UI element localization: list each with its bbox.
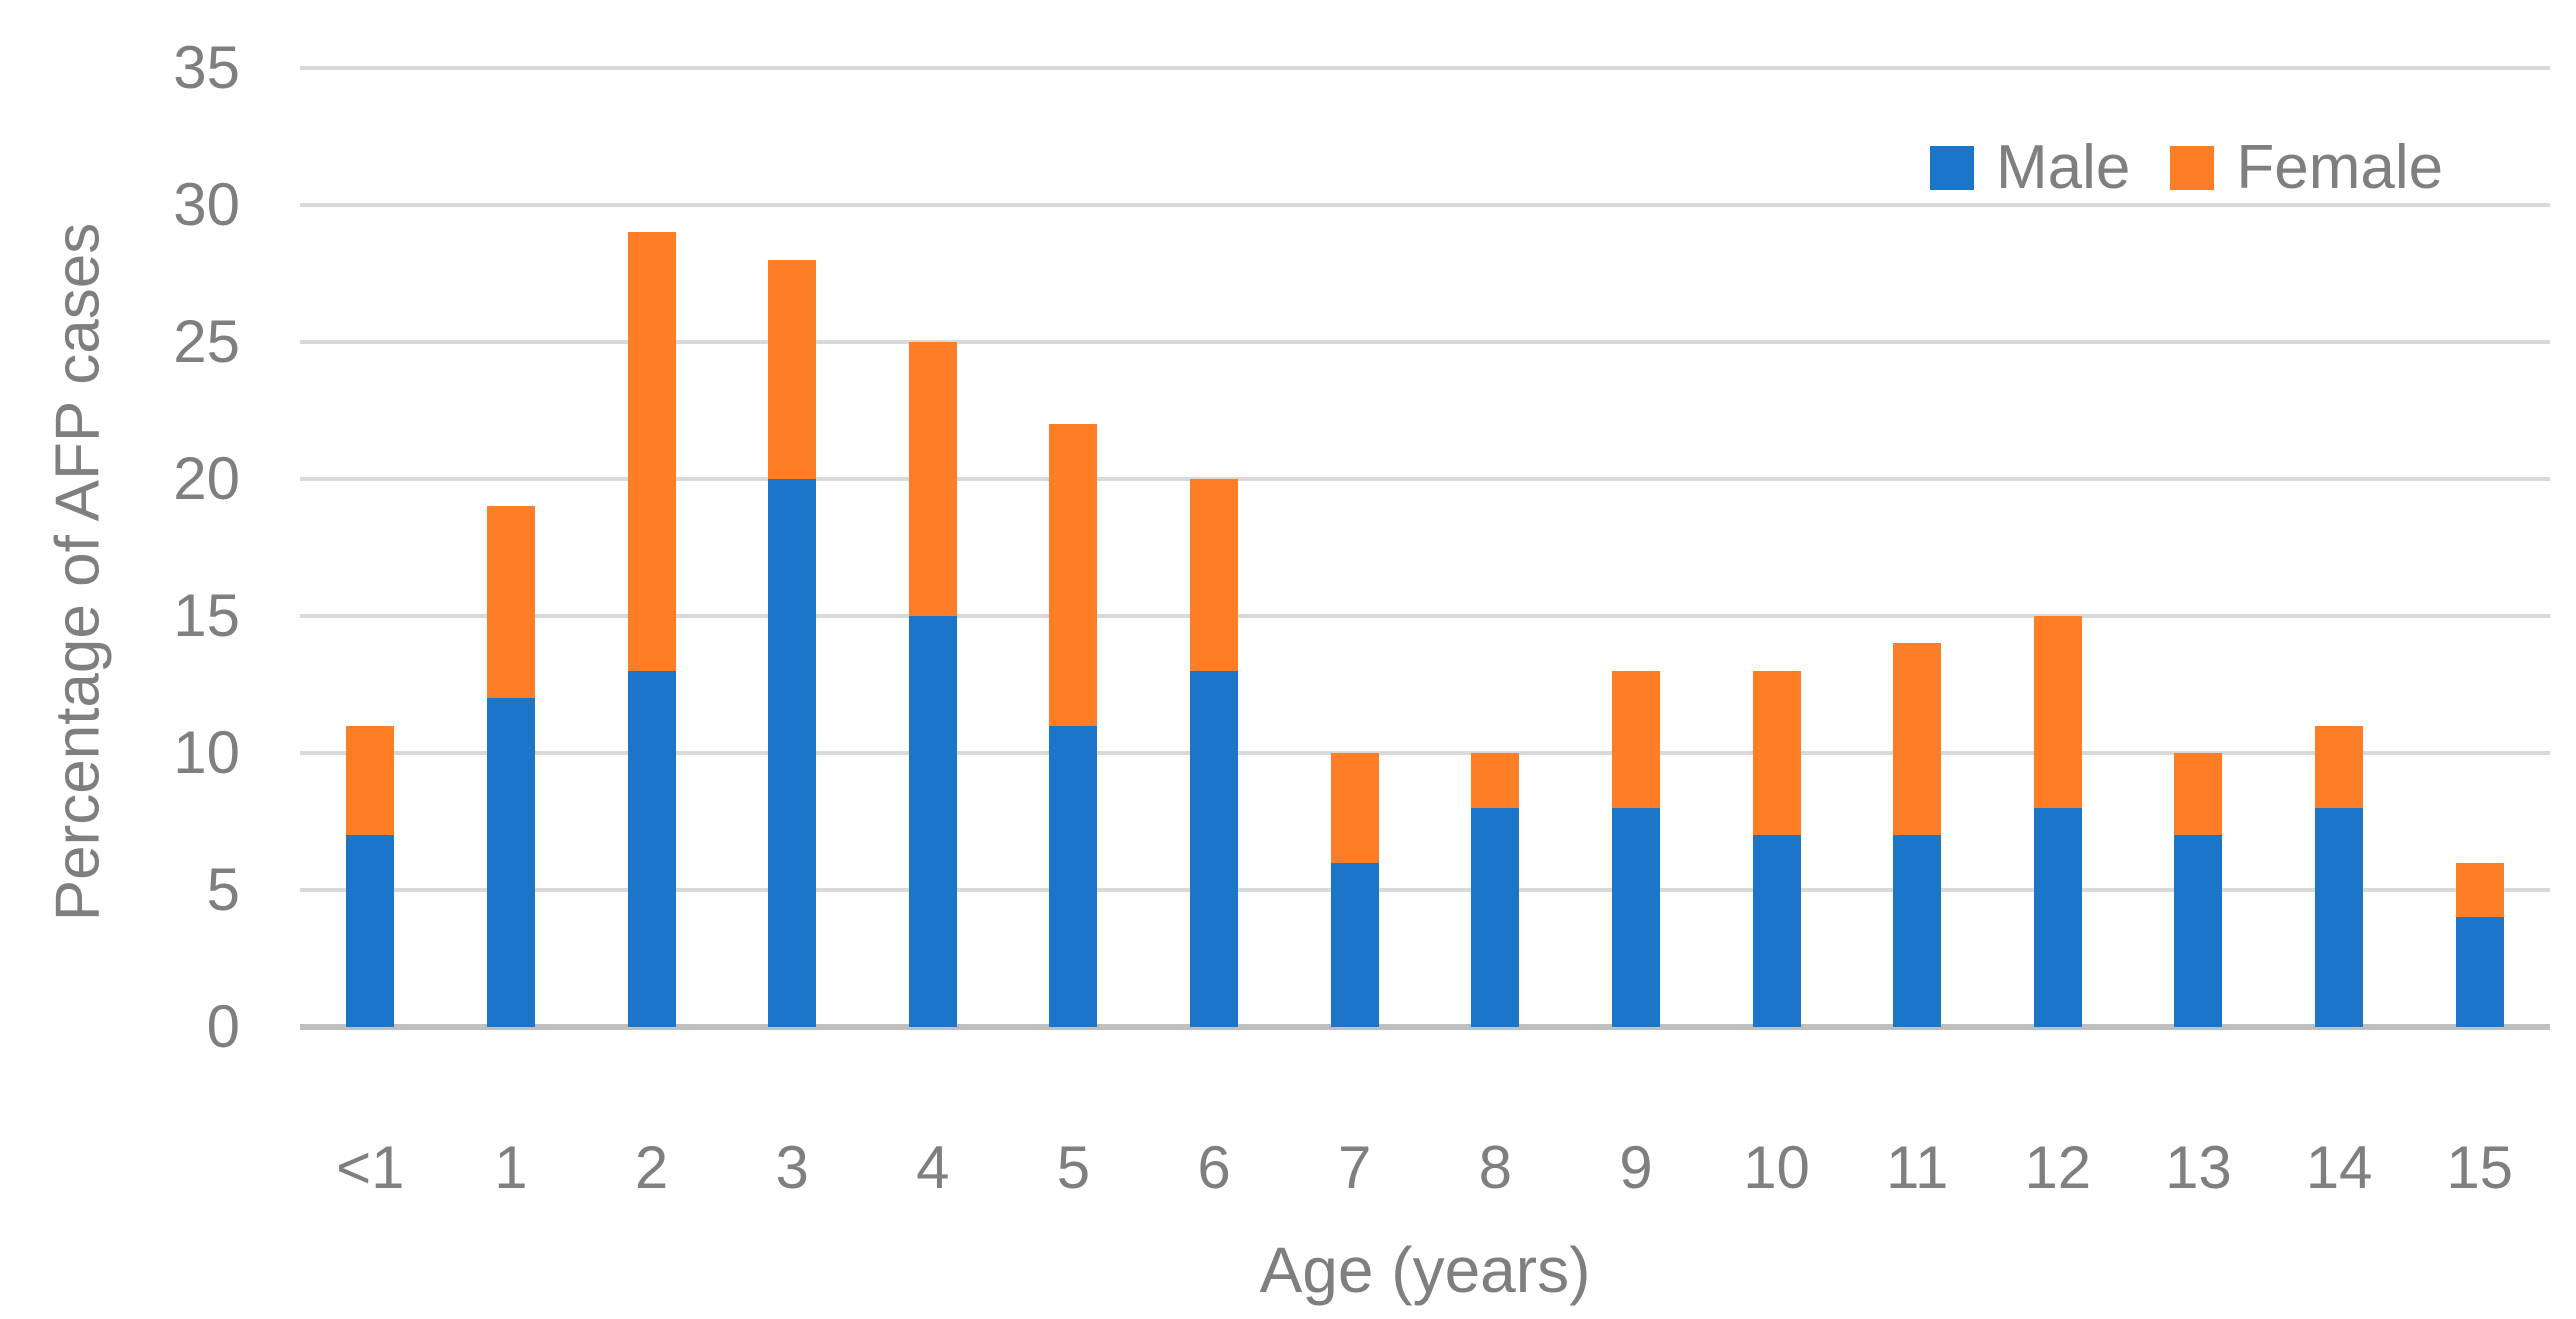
legend-label-male: Male <box>1996 133 2131 202</box>
bar-male-11 <box>1893 835 1942 1027</box>
bar-female-5 <box>1049 424 1098 726</box>
x-tick-label-11: 11 <box>1886 1134 1949 1201</box>
gridline-10 <box>300 751 2550 755</box>
gridline-35 <box>300 66 2550 70</box>
bar-male-4 <box>908 616 957 1027</box>
bar-male-2 <box>627 670 676 1027</box>
gridline-5 <box>300 888 2550 892</box>
bar-male-6 <box>1190 670 1239 1027</box>
x-tick-label-1: 1 <box>494 1134 528 1201</box>
legend-swatch-male-icon <box>1930 146 1974 190</box>
gridline-30 <box>300 203 2550 207</box>
x-tick-label-<1: <1 <box>336 1134 405 1201</box>
bar-male-10 <box>1752 835 1801 1027</box>
bar-male-3 <box>768 479 817 1027</box>
bar-female-<1 <box>346 725 395 836</box>
gridline-15 <box>300 614 2550 618</box>
x-tick-label-13: 13 <box>2165 1134 2232 1201</box>
bar-male-5 <box>1049 725 1098 1027</box>
plot-area <box>300 66 2550 1030</box>
bar-female-10 <box>1752 670 1801 836</box>
bar-male-1 <box>486 698 535 1027</box>
x-tick-label-2: 2 <box>634 1134 669 1201</box>
bar-male-14 <box>2315 807 2364 1027</box>
bar-female-9 <box>1611 670 1660 808</box>
bar-female-15 <box>2455 862 2504 918</box>
legend: Male Female <box>1930 133 2443 203</box>
legend-item-female: Female <box>2170 133 2443 203</box>
y-tick-label-30: 30 <box>173 171 240 238</box>
bar-female-4 <box>908 342 957 616</box>
bar-male-8 <box>1471 807 1520 1027</box>
x-axis-line <box>300 1024 2550 1030</box>
bar-female-1 <box>486 506 535 699</box>
bar-female-3 <box>768 259 817 479</box>
y-tick-label-25: 25 <box>173 308 240 375</box>
bar-male-<1 <box>346 835 395 1027</box>
gridline-25 <box>300 340 2550 344</box>
y-tick-label-20: 20 <box>173 445 240 512</box>
legend-swatch-female-icon <box>2170 146 2215 190</box>
legend-item-male: Male <box>1930 133 2130 203</box>
bar-female-11 <box>1893 643 1942 836</box>
bar-male-12 <box>2033 807 2082 1027</box>
bar-female-2 <box>627 232 676 671</box>
x-tick-label-3: 3 <box>775 1134 809 1201</box>
x-tick-label-8: 8 <box>1478 1134 1512 1201</box>
bar-female-12 <box>2033 616 2082 808</box>
x-tick-label-12: 12 <box>2024 1134 2092 1201</box>
bar-female-7 <box>1330 753 1379 863</box>
x-axis-title: Age (years) <box>1259 1234 1591 1306</box>
bar-female-6 <box>1190 479 1239 671</box>
x-tick-label-4: 4 <box>916 1134 950 1201</box>
y-tick-label-5: 5 <box>206 856 240 923</box>
y-tick-label-35: 35 <box>173 34 240 101</box>
y-tick-label-0: 0 <box>206 993 240 1060</box>
bar-female-8 <box>1471 753 1520 808</box>
bar-male-9 <box>1611 807 1660 1027</box>
bar-male-13 <box>2174 835 2223 1027</box>
x-tick-label-6: 6 <box>1197 1134 1231 1201</box>
x-tick-label-15: 15 <box>2446 1134 2514 1201</box>
legend-label-female: Female <box>2236 133 2444 202</box>
y-tick-label-10: 10 <box>173 719 240 786</box>
x-tick-label-5: 5 <box>1056 1134 1091 1201</box>
x-tick-label-10: 10 <box>1743 1134 1810 1201</box>
bar-male-7 <box>1330 862 1379 1027</box>
x-tick-label-14: 14 <box>2305 1134 2373 1201</box>
gridline-20 <box>300 477 2550 481</box>
bar-male-15 <box>2455 917 2504 1027</box>
x-tick-label-7: 7 <box>1338 1134 1372 1201</box>
y-tick-label-15: 15 <box>173 582 240 649</box>
bar-female-14 <box>2315 725 2364 808</box>
x-tick-label-9: 9 <box>1619 1134 1653 1201</box>
bar-female-13 <box>2174 753 2223 836</box>
